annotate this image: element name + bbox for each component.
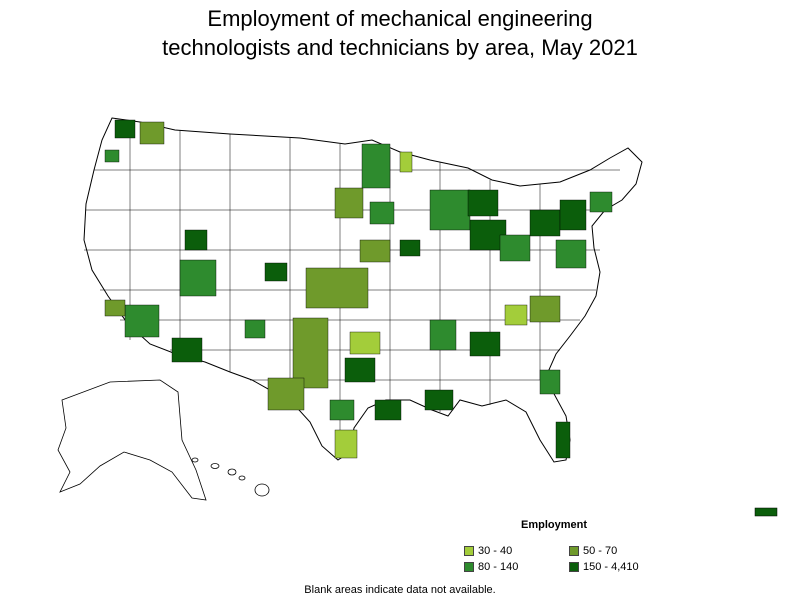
title-line-2: technologists and technicians by area, M… [162, 35, 638, 60]
legend-item: 150 - 4,410 [569, 561, 639, 573]
hawaii-inset [191, 457, 270, 497]
legend-item: 50 - 70 [569, 545, 617, 557]
us-map [57, 117, 778, 517]
legend-swatch [569, 562, 579, 572]
legend-item: 80 - 140 [464, 561, 518, 573]
legend-item: 30 - 40 [464, 545, 512, 557]
map-title: Employment of mechanical engineering tec… [0, 4, 800, 62]
legend-swatch [464, 546, 474, 556]
alaska-inset [57, 379, 207, 501]
shaded-areas [104, 119, 613, 459]
footnote: Blank areas indicate data not available. [304, 584, 496, 596]
legend-label: 50 - 70 [583, 545, 618, 557]
legend-label: 30 - 40 [478, 545, 513, 557]
title-line-1: Employment of mechanical engineering [207, 6, 593, 31]
legend-swatch [569, 546, 579, 556]
puerto-rico-inset [754, 507, 778, 517]
legend-swatch [464, 562, 474, 572]
legend-label: 80 - 140 [478, 561, 519, 573]
legend-title: Employment [521, 519, 588, 531]
legend-label: 150 - 4,410 [583, 561, 639, 573]
